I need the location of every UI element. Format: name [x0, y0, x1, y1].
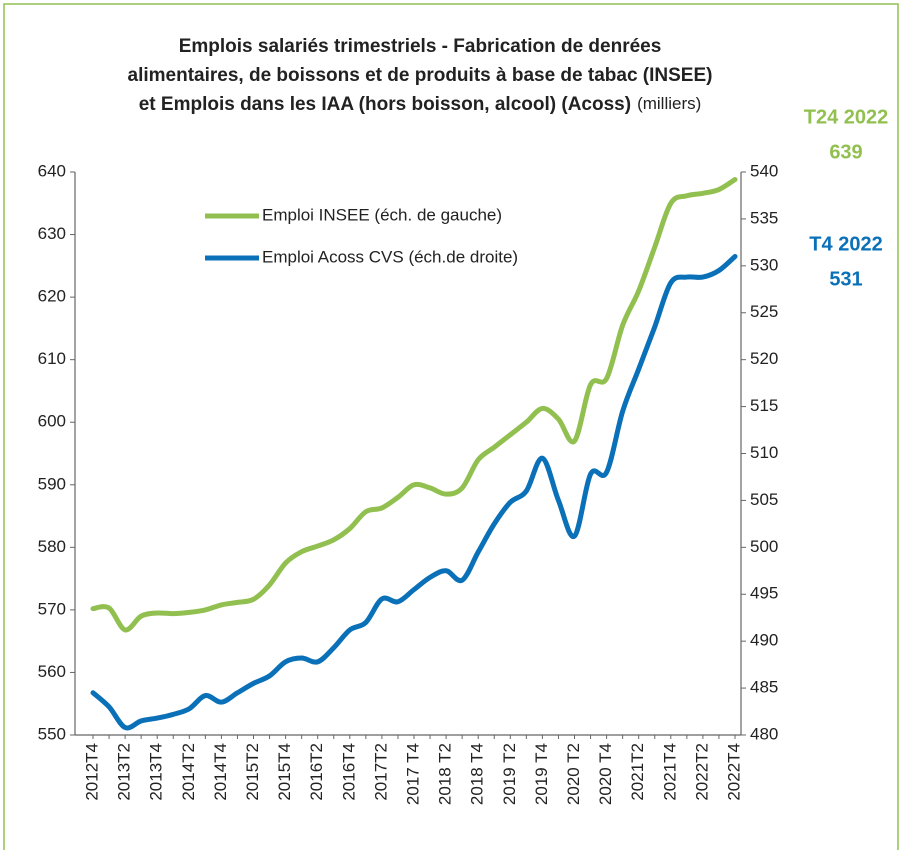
x-tick-label: 2021T2 [628, 743, 647, 801]
y2-tick-label: 520 [750, 349, 778, 368]
title-line: et Emplois dans les IAA (hors boisson, a… [139, 94, 631, 115]
x-tick-label: 2019 T4 [532, 743, 551, 805]
y2-tick-label: 510 [750, 443, 778, 462]
y2-tick-label: 500 [750, 537, 778, 556]
x-tick-label: 2018 T2 [436, 743, 455, 805]
y-tick-label: 610 [38, 349, 66, 368]
y-tick-label: 640 [38, 161, 66, 180]
title-unit: (milliers) [637, 94, 701, 113]
series-line [90, 253, 738, 731]
x-tick-label: 2020 T2 [564, 743, 583, 805]
y-tick-label: 560 [38, 662, 66, 681]
y2-tick-label: 485 [750, 678, 778, 697]
annotation: 531 [829, 268, 862, 290]
chart-title: alimentaires, de boissons et de produits… [128, 65, 713, 86]
y2-tick-label: 540 [750, 161, 778, 180]
y2-tick-label: 530 [750, 255, 778, 274]
x-tick-label: 2022T4 [724, 743, 743, 801]
x-tick-label: 2016T2 [307, 743, 326, 801]
y2-tick-label: 505 [750, 490, 778, 509]
x-tick-label: 2020 T4 [596, 743, 615, 805]
title-line: alimentaires, de boissons et de produits… [128, 65, 713, 86]
x-tick-label: 2015T4 [275, 743, 294, 801]
y-tick-label: 580 [38, 537, 66, 556]
x-tick-label: 2019 T2 [500, 743, 519, 805]
frame [3, 3, 899, 850]
x-tick-label: 2014T4 [211, 743, 230, 801]
x-tick-label: 2021T4 [660, 743, 679, 801]
x-tick-label: 2013T4 [147, 743, 166, 801]
annotation: T4 2022 [809, 233, 882, 255]
y-tick-label: 570 [38, 599, 66, 618]
annotation: 639 [829, 141, 862, 163]
y-tick-label: 550 [38, 724, 66, 743]
y-tick-label: 620 [38, 287, 66, 306]
series-line [90, 177, 738, 633]
chart-title: et Emplois dans les IAA (hors boisson, a… [139, 94, 702, 115]
y-tick-label: 630 [38, 224, 66, 243]
y2-tick-label: 480 [750, 724, 778, 743]
chart-title: Emplois salariés trimestriels - Fabricat… [179, 36, 662, 57]
annotation: T24 2022 [804, 106, 889, 128]
x-tick-label: 2017 T4 [403, 743, 422, 805]
x-tick-label: 2022T2 [692, 743, 711, 801]
y2-tick-label: 525 [750, 302, 778, 321]
legend-label: Emploi INSEE (éch. de gauche) [262, 205, 502, 224]
y-tick-label: 600 [38, 412, 66, 431]
x-tick-label: 2018 T4 [468, 743, 487, 805]
x-tick-label: 2012T4 [82, 743, 101, 801]
y2-tick-label: 535 [750, 208, 778, 227]
y2-tick-label: 490 [750, 631, 778, 650]
y2-tick-label: 495 [750, 584, 778, 603]
x-tick-label: 2014T2 [179, 743, 198, 801]
x-tick-label: 2016T4 [339, 743, 358, 801]
x-tick-label: 2013T2 [115, 743, 134, 801]
y-tick-label: 590 [38, 474, 66, 493]
title-line: Emplois salariés trimestriels - Fabricat… [179, 36, 662, 57]
legend-label: Emploi Acoss CVS (éch.de droite) [262, 247, 518, 266]
y2-tick-label: 515 [750, 396, 778, 415]
x-tick-label: 2015T2 [243, 743, 262, 801]
x-tick-label: 2017T2 [371, 743, 390, 801]
